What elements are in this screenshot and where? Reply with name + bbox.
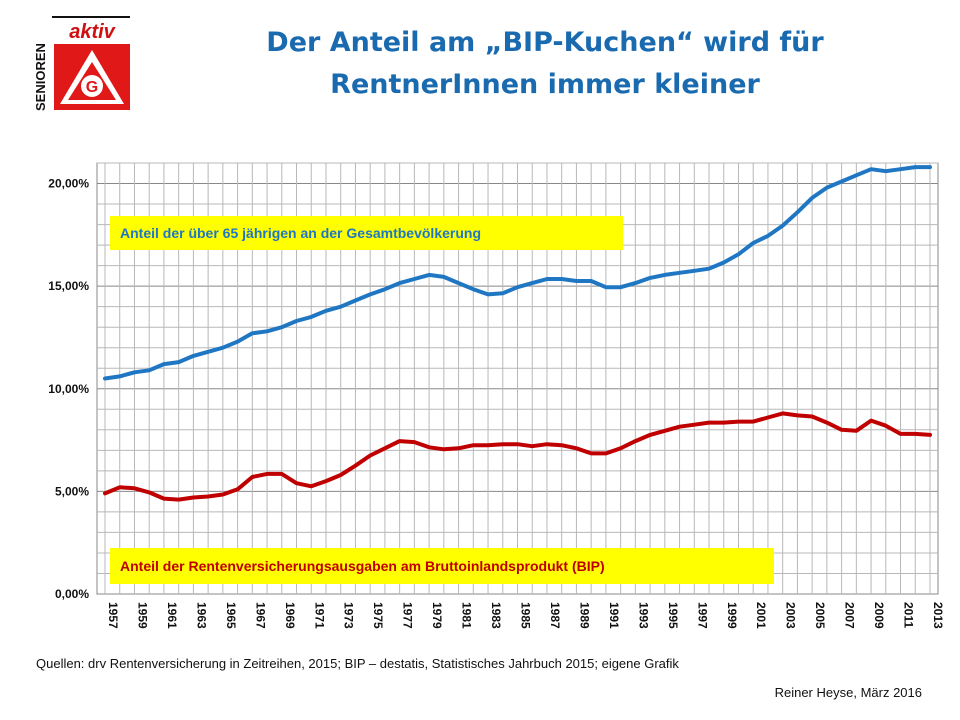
x-tick-label: 1963: [194, 602, 208, 629]
x-tick-label: 1973: [342, 602, 356, 629]
x-tick-label: 1989: [577, 602, 591, 629]
x-tick-label: 1957: [106, 602, 120, 629]
annotation-elderly-share: Anteil der über 65 jährigen an der Gesam…: [120, 225, 481, 241]
x-tick-label: 1969: [283, 602, 297, 629]
x-tick-label: 1967: [253, 602, 267, 629]
chart-annotations: Anteil der über 65 jährigen an der Gesam…: [110, 216, 774, 584]
series-line-elderly-share: [103, 165, 932, 381]
series-lines: [103, 165, 932, 502]
logo-side-text: SENIOREN: [33, 43, 48, 111]
x-tick-label: 1997: [695, 602, 709, 629]
x-tick-label: 1959: [135, 602, 149, 629]
x-tick-label: 1993: [636, 602, 650, 629]
x-tick-label: 1977: [401, 602, 415, 629]
x-tick-label: 2003: [784, 602, 798, 629]
ig-metall-emblem: G: [54, 44, 130, 110]
author-note: Reiner Heyse, März 2016: [774, 685, 922, 700]
x-tick-label: 1987: [548, 602, 562, 629]
y-tick-label: 0,00%: [55, 587, 89, 601]
title-line-1: Der Anteil am „BIP-Kuchen“ wird für: [266, 27, 824, 58]
annotation-pension-share: Anteil der Rentenversicherungsausgaben a…: [120, 558, 605, 574]
x-tick-label: 1965: [224, 602, 238, 629]
x-tick-label: 2009: [872, 602, 886, 629]
x-tick-label: 1995: [666, 602, 680, 629]
svg-text:G: G: [86, 79, 98, 96]
x-tick-label: 1961: [165, 602, 179, 629]
x-tick-label: 1971: [312, 602, 326, 629]
annotation-box: [110, 548, 774, 584]
y-tick-label: 15,00%: [48, 279, 89, 293]
x-tick-label: 1983: [489, 602, 503, 629]
x-tick-label: 2007: [843, 602, 857, 629]
annotation-box: [110, 216, 623, 250]
y-tick-label: 10,00%: [48, 382, 89, 396]
x-tick-label: 2005: [813, 602, 827, 629]
source-note: Quellen: drv Rentenversicherung in Zeitr…: [36, 656, 679, 671]
x-tick-label: 1979: [430, 602, 444, 629]
page-title: Der Anteil am „BIP-Kuchen“ wird für Rent…: [150, 22, 940, 106]
logo-top-text: aktiv: [69, 21, 116, 43]
title-line-2: RentnerInnen immer kleiner: [330, 69, 760, 100]
x-tick-label: 1999: [725, 602, 739, 629]
y-tick-label: 5,00%: [55, 484, 89, 498]
x-tick-label: 1991: [607, 602, 621, 629]
x-tick-label: 2001: [754, 602, 768, 629]
y-axis-ticks: 0,00% 5,00% 10,00% 15,00% 20,00%: [48, 177, 89, 601]
x-tick-label: 1981: [460, 602, 474, 629]
series-line-pension-share: [103, 411, 932, 502]
x-axis-ticks: 1957 1959 1961 1963 1965 1967 1969 1971 1973 1975…: [106, 602, 945, 629]
x-tick-label: 2013: [931, 602, 945, 629]
x-tick-label: 2011: [902, 602, 916, 628]
x-tick-label: 1985: [519, 602, 533, 629]
x-tick-label: 1975: [371, 602, 385, 629]
y-tick-label: 20,00%: [48, 177, 89, 191]
ig-metall-senioren-logo: SENIOREN aktiv G: [33, 16, 130, 111]
